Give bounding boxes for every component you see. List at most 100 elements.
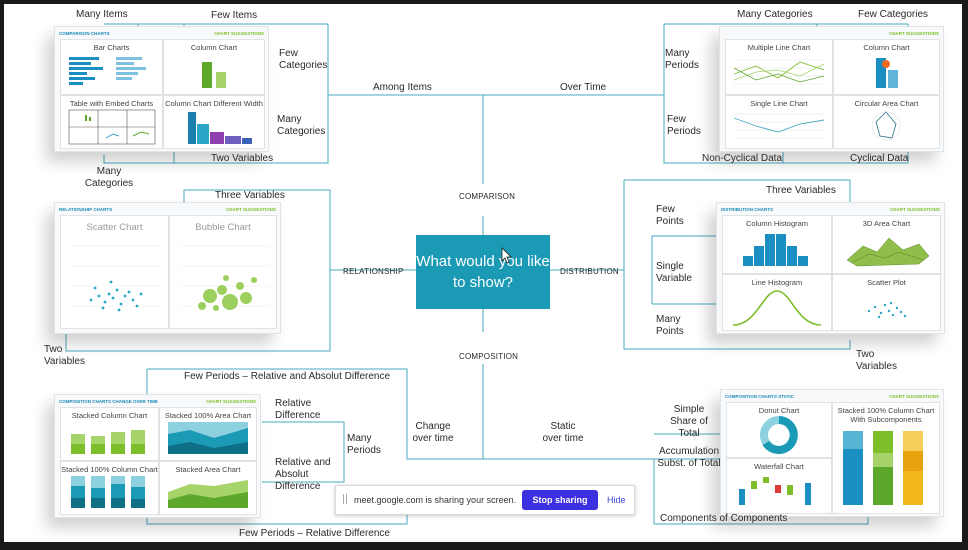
single-line-title: Single Line Chart	[750, 99, 808, 108]
thumb-header-right: CHART SUGGESTIONS	[889, 207, 940, 212]
branch-comparison: COMPARISON	[459, 192, 516, 201]
column-chart-panel: Column Chart	[163, 39, 265, 95]
waterfall-title: Waterfall Chart	[754, 462, 804, 471]
branch-distribution: DISTRIBUTION	[560, 267, 619, 276]
area-3d-title: 3D Area Chart	[862, 219, 911, 228]
stacked-area-panel: Stacked Area Chart	[159, 461, 257, 515]
comparison-items-thumbnail: COMPARISON CHARTS CHART SUGGESTIONS Bar …	[54, 26, 269, 152]
stacked-100-column-icon	[71, 476, 145, 508]
label-many-categories-bottom: Many Categories	[84, 166, 134, 189]
label-among-items: Among Items	[373, 82, 432, 93]
label-static-over-time: Static over time	[542, 421, 584, 444]
thumb-header-left: RELATIONSHIP CHARTS	[59, 207, 113, 212]
stacked-100-column-panel: Stacked 100% Column Chart	[60, 461, 159, 515]
table-embed-icon	[68, 109, 156, 145]
stacked-100-sub-panel: Stacked 100% Column Chart With Subcompon…	[832, 402, 940, 514]
thumb-header-right: CHART SUGGESTIONS	[888, 31, 939, 36]
stacked-100-area-title: Stacked 100% Area Chart	[164, 411, 252, 420]
waterfall-icon	[739, 477, 811, 505]
bar-charts-panel: Bar Charts	[60, 39, 163, 95]
line-histogram-panel: Line Histogram	[722, 274, 832, 331]
stacked-area-icon	[168, 480, 248, 508]
label-three-variables-rel: Three Variables	[215, 190, 285, 201]
scatter-plot-panel: Scatter Plot	[832, 274, 941, 331]
bar-charts-icon	[69, 57, 146, 85]
comparison-time-thumbnail: CHART SUGGESTIONS Multiple Line Chart Co…	[719, 26, 944, 152]
label-two-variables-rel: Two Variables	[44, 344, 85, 367]
share-message: meet.google.com is sharing your screen.	[354, 495, 517, 505]
scatter-chart-icon	[71, 245, 161, 312]
multiple-line-panel: Multiple Line Chart	[725, 39, 833, 95]
relationship-thumbnail: RELATIONSHIP CHARTS CHART SUGGESTIONS Sc…	[54, 202, 281, 334]
bubble-chart-title: Bubble Chart	[195, 222, 251, 233]
label-accumulation: Accumulation Subst. of Total	[657, 446, 721, 469]
column-diff-width-icon	[188, 112, 252, 144]
table-embed-title: Table with Embed Charts	[69, 99, 154, 108]
column-chart-title: Column Chart	[190, 43, 238, 52]
branch-composition: COMPOSITION	[459, 352, 519, 361]
area-3d-panel: 3D Area Chart	[832, 215, 941, 274]
label-over-time: Over Time	[560, 82, 607, 93]
line-histogram-icon	[732, 290, 822, 326]
circular-area-icon	[871, 111, 901, 141]
stacked-100-sub-title: Stacked 100% Column Chart With Subcompon…	[837, 406, 935, 424]
column-chart-time-panel: Column Chart	[833, 39, 940, 95]
thumb-header-right: CHART SUGGESTIONS	[213, 31, 264, 36]
label-single-variable: Single Variable	[656, 261, 692, 284]
column-histogram-panel: Column Histogram	[722, 215, 832, 274]
label-two-variables: Two Variables	[211, 153, 274, 164]
hide-button[interactable]: Hide	[607, 495, 626, 505]
label-many-periods: Many Periods	[665, 48, 699, 71]
label-relative-difference: Relative Difference	[275, 398, 321, 421]
multiple-line-icon	[733, 59, 825, 85]
bubble-chart-icon	[180, 245, 270, 311]
table-embed-panel: Table with Embed Charts	[60, 95, 163, 149]
multiple-line-title: Multiple Line Chart	[747, 43, 811, 52]
label-non-cyclical: Non-Cyclical Data	[702, 153, 783, 164]
thumb-header-right: CHART SUGGESTIONS	[225, 207, 276, 212]
label-few-items: Few Items	[211, 10, 258, 21]
stacked-column-title: Stacked Column Chart	[71, 411, 148, 420]
column-diff-width-panel: Column Chart Different Width	[163, 95, 265, 149]
center-question-box: What would you like to show?	[416, 235, 550, 309]
stacked-100-area-panel: Stacked 100% Area Chart	[159, 407, 257, 461]
label-many-categories: Many Categories	[277, 114, 326, 137]
stacked-column-panel: Stacked Column Chart	[60, 407, 159, 461]
label-many-items: Many Items	[76, 9, 128, 20]
label-components: Components of Components	[660, 513, 788, 524]
label-rel-abs-difference: Relative and Absolut Difference	[275, 457, 331, 492]
drag-handle-icon[interactable]	[343, 494, 347, 504]
column-chart-icon	[202, 62, 226, 88]
thumb-header-right: CHART SUGGESTIONS	[205, 399, 256, 404]
line-histogram-title: Line Histogram	[751, 278, 803, 287]
stop-sharing-button[interactable]: Stop sharing	[522, 490, 598, 510]
label-few-periods-rel-abs: Few Periods – Relative and Absolut Diffe…	[184, 371, 391, 382]
scatter-chart-title: Scatter Chart	[86, 222, 143, 233]
screen-share-bar: meet.google.com is sharing your screen. …	[335, 485, 635, 515]
column-histogram-title: Column Histogram	[745, 219, 809, 228]
label-three-variables-dist: Three Variables	[766, 185, 836, 196]
label-many-categories-top: Many Categories	[737, 9, 813, 20]
stacked-area-title: Stacked Area Chart	[175, 465, 241, 474]
thumb-header-left: COMPOSITION CHARTS CHANGE OVER TIME	[59, 399, 158, 404]
donut-panel: Donut Chart	[726, 402, 832, 458]
circular-area-panel: Circular Area Chart	[833, 95, 940, 149]
stacked-column-icon	[71, 430, 145, 454]
label-change-over-time: Change over time	[412, 421, 454, 444]
thumb-header-left: COMPOSITION CHARTS STATIC	[725, 394, 794, 399]
scatter-chart-panel: Scatter Chart	[60, 215, 169, 329]
label-few-categories: Few Categories	[279, 48, 328, 71]
chart-chooser-diagram: What would you like to show? COMPARISON …	[4, 4, 962, 542]
column-histogram-icon	[743, 234, 808, 266]
donut-icon	[760, 416, 798, 454]
distribution-thumbnail: DISTRIBUTION CHARTS CHART SUGGESTIONS Co…	[716, 202, 945, 334]
label-two-variables-dist: Two Variables	[856, 349, 897, 372]
thumb-header-left: COMPARISON CHARTS	[59, 31, 110, 36]
label-few-categories-top: Few Categories	[858, 9, 929, 20]
column-chart-time-icon	[876, 58, 898, 88]
thumb-header-left: DISTRIBUTION CHARTS	[721, 207, 773, 212]
bubble-chart-panel: Bubble Chart	[169, 215, 277, 329]
center-question: What would you like to show?	[416, 253, 550, 291]
composition-change-thumbnail: COMPOSITION CHARTS CHANGE OVER TIME CHAR…	[54, 394, 261, 518]
label-cyclical: Cyclical Data	[850, 153, 909, 164]
